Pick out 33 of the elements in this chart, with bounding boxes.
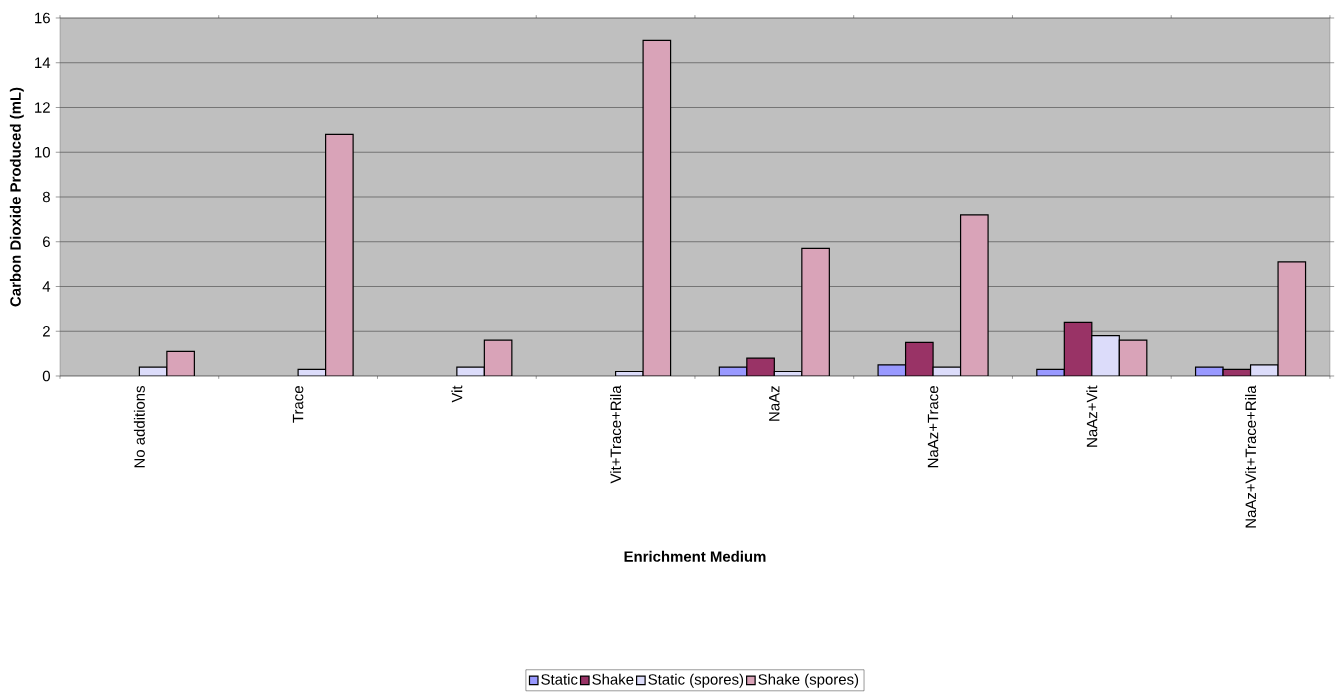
bar [325,133,354,376]
y-tick-label: 14 [35,57,51,68]
legend-label: Static (spores) [648,673,744,688]
y-tick-label: 6 [43,236,50,248]
x-tick-label: NaAz+Vit [1086,385,1098,447]
x-tick-label: Trace [292,386,304,423]
y-tick-label: 10 [35,146,50,158]
x-axis-title: Enrichment Medium [624,550,766,562]
bar [1091,335,1120,376]
bar [801,247,830,376]
y-tick-label: 12 [35,102,50,113]
legend-label: Shake [592,673,634,685]
x-tick-label: Vit [451,385,463,403]
bar [483,339,513,376]
y-tick-label: 2 [43,326,50,337]
bar [959,214,989,376]
bar [642,39,672,376]
bar [1063,321,1093,376]
x-tick-label: Vit+Trace+Rila [610,385,622,484]
legend-label: Static [541,673,578,685]
y-tick-label: 16 [35,12,50,24]
y-tick-label: 0 [42,370,50,382]
y-tick-label: 4 [42,281,51,292]
legend-label: Shake (spores) [758,673,859,688]
x-tick-label: NaAz [769,386,780,421]
bar [1277,261,1307,376]
x-tick-label: NaAz+Vit+Trace+Rila [1245,385,1257,528]
x-tick-label: NaAz+Trace [927,386,939,468]
bar [1118,339,1148,376]
y-tick-label: 8 [42,191,50,203]
bar [904,341,934,376]
x-tick-label: No additions [133,386,145,468]
y-axis-title: Carbon Dioxide Produced (mL) [9,87,24,307]
